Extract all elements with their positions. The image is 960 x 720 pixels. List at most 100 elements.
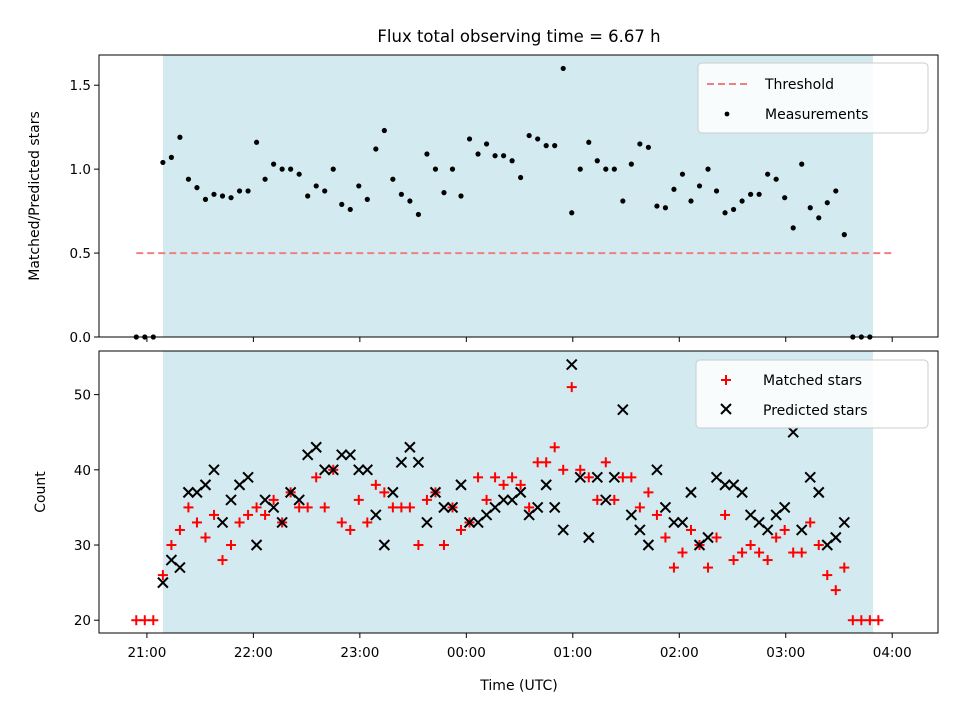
predicted-star-point-b [157, 576, 169, 589]
y-tick-label: 50 [74, 388, 91, 404]
measurement-point [790, 225, 796, 231]
predicted-star-point-b [353, 464, 365, 476]
measurement-point [330, 166, 336, 172]
predicted-star-point [421, 516, 433, 529]
matched-star-point [404, 502, 415, 513]
predicted-star-point [804, 471, 816, 484]
predicted-star-point [370, 509, 382, 521]
predicted-star-point [174, 561, 186, 574]
predicted-star-point-b [344, 449, 356, 461]
measurement-point [466, 136, 473, 142]
matched-star-point [387, 502, 398, 513]
predicted-star-point-b [327, 464, 339, 476]
legend-predicted-swatch [720, 403, 732, 415]
measurement-point [833, 188, 839, 194]
predicted-star-point [583, 531, 595, 544]
predicted-star-point [514, 486, 527, 499]
predicted-star-point [608, 471, 621, 484]
predicted-star-point [182, 486, 195, 499]
predicted-star-point [378, 539, 391, 551]
measurement-point [194, 185, 200, 191]
x-tick-label: 22:00 [234, 645, 273, 661]
matched-star-point [515, 479, 526, 490]
predicted-star-point-b [284, 486, 297, 499]
measurement-point [211, 191, 217, 197]
predicted-star-point [540, 479, 552, 491]
predicted-star-point [250, 539, 263, 551]
predicted-star-point [591, 471, 603, 484]
matched-star-point [617, 472, 628, 483]
predicted-star-point-b [642, 539, 655, 551]
matched-star-point [251, 502, 262, 513]
predicted-star-point-b [293, 494, 305, 506]
count-panel-x-ticks: 21:00 22:00 23:00 00:00 01:00 02:00 03:00 04:00 [127, 633, 912, 661]
measurement-point [407, 198, 413, 204]
predicted-star-point [463, 516, 476, 529]
matched-star-point [234, 517, 245, 528]
ratio-panel-ylabel: Matched/Predicted stars [27, 111, 43, 281]
count-panel: 20 30 40 50 21:00 22:00 23:00 00:00 01:00 02:00 0… [33, 350, 939, 661]
predicted-star-point-b [387, 486, 399, 499]
measurement-point [807, 205, 813, 211]
predicted-star-point-b [242, 471, 254, 484]
ratio-legend-box [697, 62, 929, 134]
matched-star-point [260, 509, 271, 520]
predicted-star-point-b [838, 516, 851, 529]
measurement-point [799, 161, 805, 167]
matched-star-point [592, 494, 603, 505]
measurement-point [543, 143, 549, 149]
predicted-star-point-b [267, 501, 280, 514]
matched-star-point [191, 517, 202, 528]
matched-star-point [353, 494, 364, 505]
measurement-point [552, 143, 558, 149]
predicted-star-point-b [591, 471, 603, 484]
measurement-point [594, 158, 600, 164]
measurement-point [415, 211, 422, 218]
predicted-star-point-b [557, 524, 569, 536]
measurement-point [586, 139, 592, 145]
predicted-star-point-b [744, 509, 757, 521]
measurement-point [202, 196, 209, 202]
measurement-point [288, 166, 294, 172]
matched-star-point [507, 472, 518, 483]
predicted-star-point-b [497, 494, 510, 506]
predicted-star-point-b [199, 479, 212, 491]
predicted-star-point-b [813, 486, 825, 499]
measurement-point [483, 141, 490, 147]
predicted-star-point [548, 501, 561, 514]
measurement-point [177, 134, 183, 140]
matched-star-point [796, 547, 807, 558]
legend-predicted-label: Predicted stars [763, 403, 868, 419]
matched-star-point [575, 464, 586, 475]
matched-star-point [148, 615, 159, 626]
predicted-star-point-b [702, 531, 714, 544]
predicted-star-point-b [463, 516, 476, 529]
matched-star-point [830, 585, 841, 596]
predicted-star-point [344, 449, 356, 461]
predicted-star-point [600, 494, 612, 506]
measurement-point [279, 166, 285, 172]
matched-star-point [541, 457, 552, 468]
y-tick-label: 0.5 [70, 246, 91, 262]
matched-star-point [856, 615, 867, 626]
matched-star-point [754, 547, 765, 558]
predicted-star-point [438, 501, 450, 514]
matched-star-point [268, 494, 279, 505]
matched-star-point [609, 494, 620, 505]
y-tick-label: 1.0 [70, 162, 91, 178]
predicted-star-point-b [319, 464, 331, 476]
matched-star-point [345, 524, 356, 535]
predicted-star-point [199, 479, 212, 491]
predicted-star-point-b [736, 486, 748, 499]
x-tick-label: 23:00 [340, 645, 379, 661]
matched-star-point [481, 494, 492, 505]
matched-star-point [311, 472, 322, 483]
predicted-star-point-b [659, 501, 672, 514]
matched-star-point [668, 562, 679, 573]
measurement-point [185, 176, 192, 182]
measurement-point [458, 193, 464, 199]
predicted-star-point-b [676, 516, 689, 529]
predicted-star-point-b [225, 494, 237, 506]
predicted-star-point [208, 464, 220, 476]
